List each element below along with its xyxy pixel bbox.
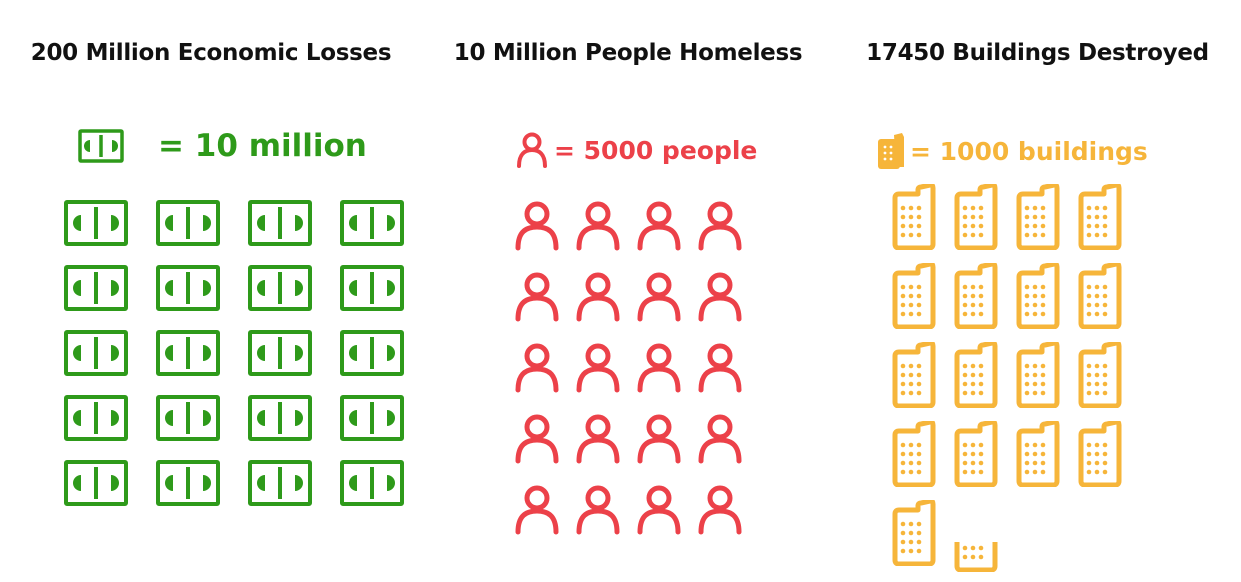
money-bill-icon [234, 255, 326, 320]
building-icon [1068, 177, 1130, 256]
money-bill-icon [234, 385, 326, 450]
person-icon [689, 190, 750, 261]
unit-label: = 10 million [158, 128, 367, 164]
building-icon [882, 335, 944, 414]
chart-title: 10 Million People Homeless [453, 40, 803, 66]
person-icon [506, 190, 567, 261]
chart-title: 200 Million Economic Losses [30, 40, 392, 66]
money-bill-icon [50, 255, 142, 320]
person-icon [689, 403, 750, 474]
icon-grid [506, 190, 750, 545]
money-bill-icon [326, 190, 418, 255]
chart-title: 17450 Buildings Destroyed [866, 40, 1209, 66]
money-bill-icon [234, 450, 326, 515]
person-icon [689, 332, 750, 403]
unit-label: = 1000 buildings [910, 136, 1148, 166]
building-icon [944, 335, 1006, 414]
icon-grid [882, 177, 1130, 572]
money-bill-icon [142, 190, 234, 255]
building-icon [944, 177, 1006, 256]
economic-losses-panel: 200 Million Economic Losses = 10 million [0, 0, 422, 582]
building-icon [1006, 256, 1068, 335]
money-bill-icon [326, 320, 418, 385]
unit-legend: = 1000 buildings [876, 133, 1148, 169]
person-icon [689, 261, 750, 332]
person-icon [506, 474, 567, 545]
money-bill-icon [142, 320, 234, 385]
person-icon [567, 474, 628, 545]
money-bill-icon [78, 129, 124, 163]
person-icon [628, 332, 689, 403]
person-icon [628, 474, 689, 545]
person-icon [628, 261, 689, 332]
person-icon [628, 190, 689, 261]
icon-grid [50, 190, 418, 515]
building-icon [882, 493, 944, 572]
person-icon [506, 332, 567, 403]
money-bill-icon [50, 190, 142, 255]
building-icon [1068, 335, 1130, 414]
money-bill-icon [50, 450, 142, 515]
person-icon [567, 403, 628, 474]
building-icon [1006, 177, 1068, 256]
building-icon [1006, 414, 1068, 493]
person-icon [689, 474, 750, 545]
people-homeless-panel: 10 Million People Homeless = 5000 people [422, 0, 834, 582]
unit-legend: = 10 million [78, 128, 367, 164]
person-icon [517, 132, 547, 168]
unit-legend: = 5000 people [516, 132, 757, 168]
person-icon [567, 190, 628, 261]
money-bill-icon [142, 255, 234, 320]
building-icon [882, 177, 944, 256]
building-icon [1068, 414, 1130, 493]
building-icon [878, 133, 904, 169]
buildings-destroyed-panel: 17450 Buildings Destroyed = 1000 buildin… [834, 0, 1241, 582]
person-icon [506, 261, 567, 332]
person-icon [567, 261, 628, 332]
money-bill-icon [326, 255, 418, 320]
money-bill-icon [50, 385, 142, 450]
money-bill-icon [142, 450, 234, 515]
building-icon [1068, 256, 1130, 335]
person-icon [628, 403, 689, 474]
unit-label: = 5000 people [554, 135, 758, 165]
money-bill-icon [50, 320, 142, 385]
building-icon [882, 414, 944, 493]
building-icon [944, 256, 1006, 335]
money-bill-icon [326, 385, 418, 450]
building-icon [1006, 335, 1068, 414]
building-icon-partial [944, 493, 1006, 572]
money-bill-icon [234, 320, 326, 385]
person-icon [567, 332, 628, 403]
building-icon [882, 256, 944, 335]
money-bill-icon [326, 450, 418, 515]
person-icon [506, 403, 567, 474]
money-bill-icon [142, 385, 234, 450]
money-bill-icon [234, 190, 326, 255]
building-icon [944, 414, 1006, 493]
